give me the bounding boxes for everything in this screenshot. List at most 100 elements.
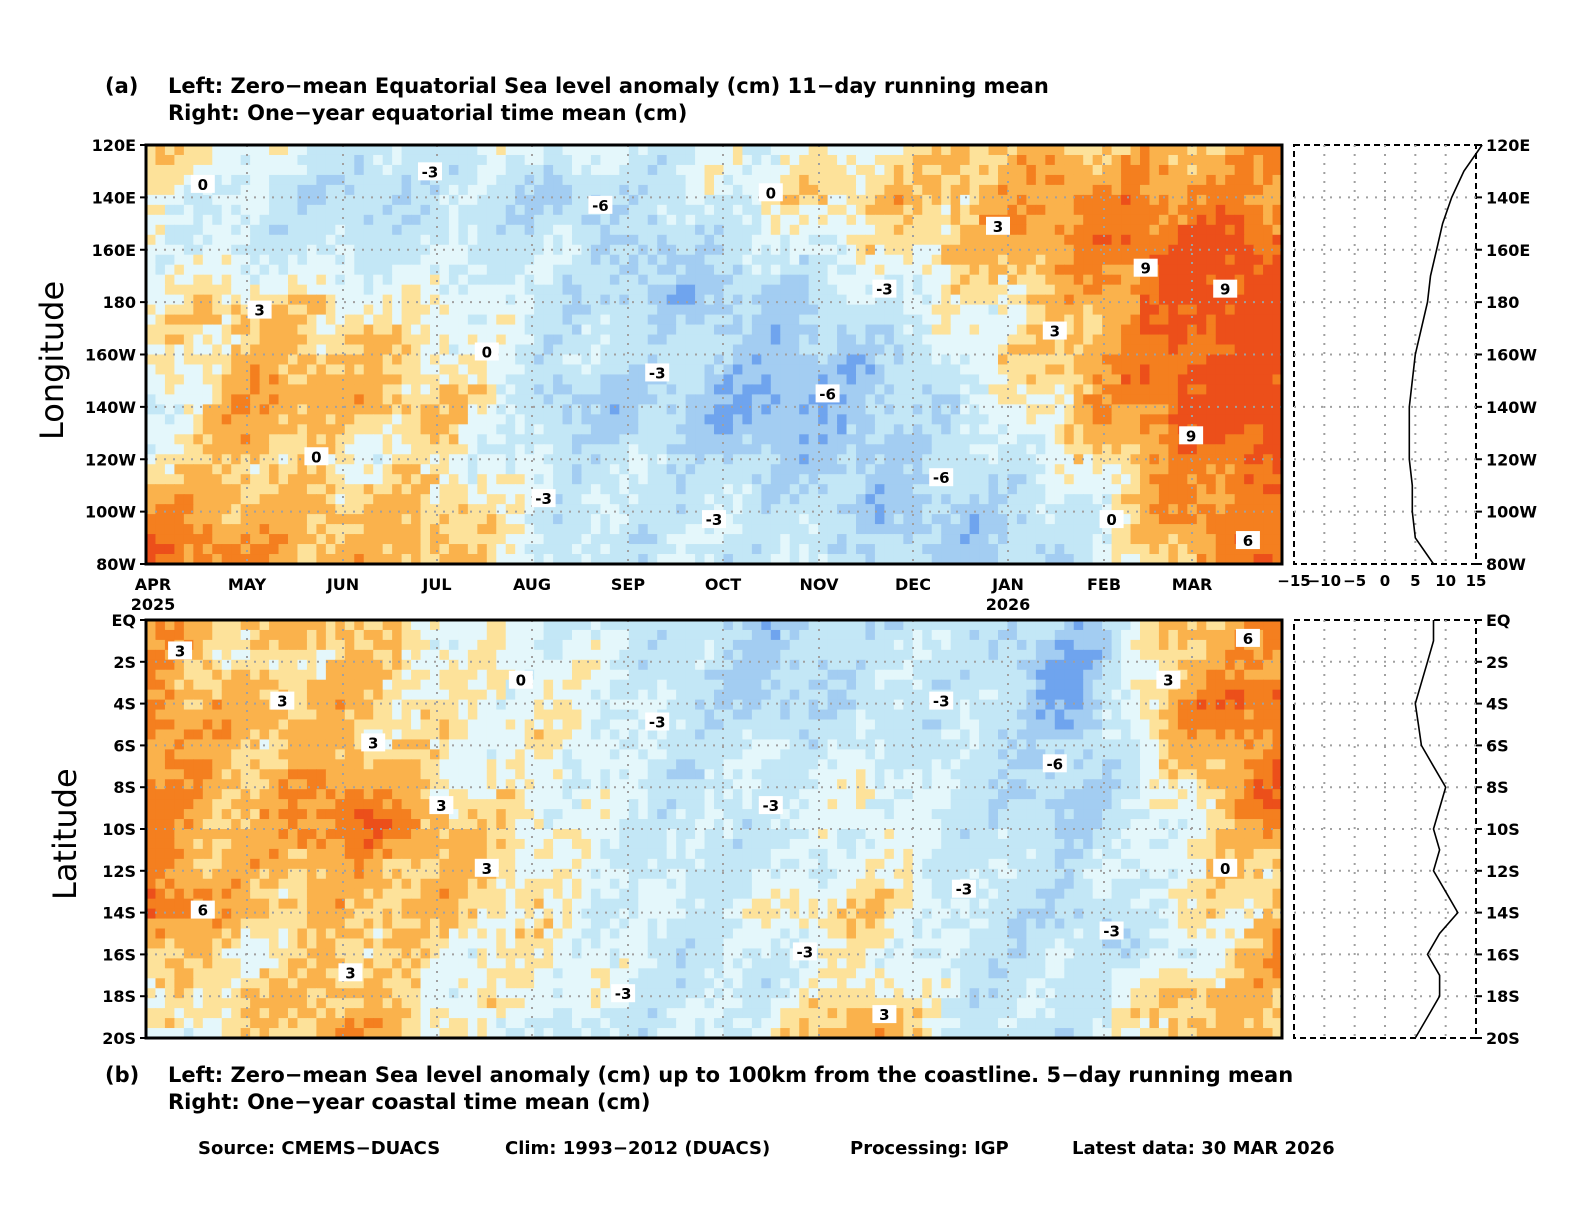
- heatmap-cell: [448, 444, 459, 455]
- heatmap-cell: [638, 454, 649, 465]
- heatmap-cell: [1187, 244, 1198, 256]
- heatmap-cell: [306, 384, 317, 396]
- heatmap-cell: [903, 414, 914, 425]
- heatmap-cell: [269, 304, 280, 316]
- heatmap-cell: [1121, 204, 1132, 216]
- heatmap-cell: [401, 354, 412, 366]
- heatmap-cell: [1111, 264, 1122, 276]
- heatmap-cell: [628, 354, 639, 366]
- heatmap-cell: [534, 334, 545, 346]
- heatmap-cell: [562, 244, 573, 256]
- heatmap-cell: [553, 364, 564, 376]
- heatmap-cell: [1045, 184, 1056, 196]
- heatmap-cell: [1083, 504, 1094, 515]
- heatmap-cell: [695, 394, 706, 405]
- heatmap-cell: [1158, 304, 1169, 316]
- heatmap-cell: [202, 284, 213, 296]
- heatmap-cell: [505, 384, 516, 396]
- heatmap-cell: [420, 394, 431, 405]
- heatmap-cell: [988, 434, 999, 445]
- heatmap-cell: [212, 284, 223, 296]
- heatmap-cell: [581, 414, 592, 425]
- heatmap-cell: [486, 444, 497, 455]
- heatmap-cell: [1234, 354, 1245, 366]
- heatmap-cell: [155, 164, 166, 176]
- heatmap-cell: [401, 484, 412, 495]
- heatmap-cell: [382, 244, 393, 256]
- heatmap-cell: [183, 184, 194, 196]
- heatmap-cell: [467, 404, 478, 415]
- heatmap-cell: [893, 145, 904, 156]
- heatmap-cell: [562, 514, 573, 525]
- heatmap-cell: [543, 304, 554, 316]
- heatmap-cell: [373, 444, 384, 455]
- heatmap-cell: [1234, 174, 1245, 186]
- heatmap-cell: [240, 444, 251, 455]
- heatmap-cell: [619, 314, 630, 326]
- heatmap-cell: [969, 324, 980, 336]
- heatmap-cell: [297, 424, 308, 435]
- heatmap-cell: [808, 194, 819, 206]
- heatmap-cell: [553, 374, 564, 386]
- heatmap-cell: [808, 304, 819, 316]
- heatmap-cell: [1130, 304, 1141, 316]
- heatmap-cell: [638, 504, 649, 515]
- heatmap-cell: [183, 154, 194, 166]
- heatmap-cell: [931, 424, 942, 435]
- heatmap-cell: [979, 374, 990, 386]
- heatmap-cell: [1168, 424, 1179, 435]
- heatmap-cell: [647, 244, 658, 256]
- heatmap-cell: [979, 364, 990, 376]
- heatmap-cell: [269, 194, 280, 206]
- heatmap-cell: [1130, 354, 1141, 366]
- heatmap-cell: [657, 314, 668, 326]
- heatmap-cell: [1121, 364, 1132, 376]
- heatmap-cell: [827, 364, 838, 376]
- heatmap-cell: [534, 214, 545, 226]
- heatmap-cell: [808, 154, 819, 166]
- heatmap-cell: [212, 454, 223, 465]
- heatmap-cell: [931, 244, 942, 256]
- heatmap-cell: [789, 504, 800, 515]
- heatmap-cell: [1035, 344, 1046, 356]
- heatmap-cell: [1263, 364, 1274, 376]
- heatmap-cell: [553, 554, 564, 565]
- heatmap-cell: [1102, 145, 1113, 156]
- heatmap-cell: [647, 444, 658, 455]
- heatmap-cell: [325, 484, 336, 495]
- heatmap-cell: [1177, 364, 1188, 376]
- heatmap-cell: [448, 344, 459, 356]
- heatmap-cell: [998, 484, 1009, 495]
- heatmap-cell: [183, 294, 194, 306]
- heatmap-cell: [448, 324, 459, 336]
- heatmap-cell: [666, 324, 677, 336]
- heatmap-cell: [515, 204, 526, 216]
- heatmap-cell: [742, 444, 753, 455]
- heatmap-cell: [1045, 214, 1056, 226]
- heatmap-cell: [1215, 174, 1226, 186]
- heatmap-cell: [202, 374, 213, 386]
- heatmap-cell: [146, 554, 157, 565]
- heatmap-cell: [619, 194, 630, 206]
- heatmap-cell: [941, 414, 952, 425]
- heatmap-cell: [581, 204, 592, 216]
- heatmap-cell: [183, 464, 194, 475]
- heatmap-cell: [325, 504, 336, 515]
- heatmap-cell: [1196, 324, 1207, 336]
- heatmap-cell: [1168, 284, 1179, 296]
- heatmap-cell: [1016, 234, 1027, 246]
- heatmap-cell: [316, 394, 327, 405]
- heatmap-cell: [590, 174, 601, 186]
- heatmap-cell: [259, 194, 270, 206]
- heatmap-cell: [467, 544, 478, 555]
- heatmap-cell: [609, 354, 620, 366]
- heatmap-cell: [704, 474, 715, 485]
- heatmap-cell: [1225, 524, 1236, 535]
- heatmap-cell: [1149, 284, 1160, 296]
- heatmap-cell: [704, 145, 715, 156]
- heatmap-cell: [1187, 154, 1198, 166]
- heatmap-cell: [751, 174, 762, 186]
- heatmap-cell: [1177, 254, 1188, 266]
- heatmap-cell: [931, 334, 942, 346]
- heatmap-cell: [477, 404, 488, 415]
